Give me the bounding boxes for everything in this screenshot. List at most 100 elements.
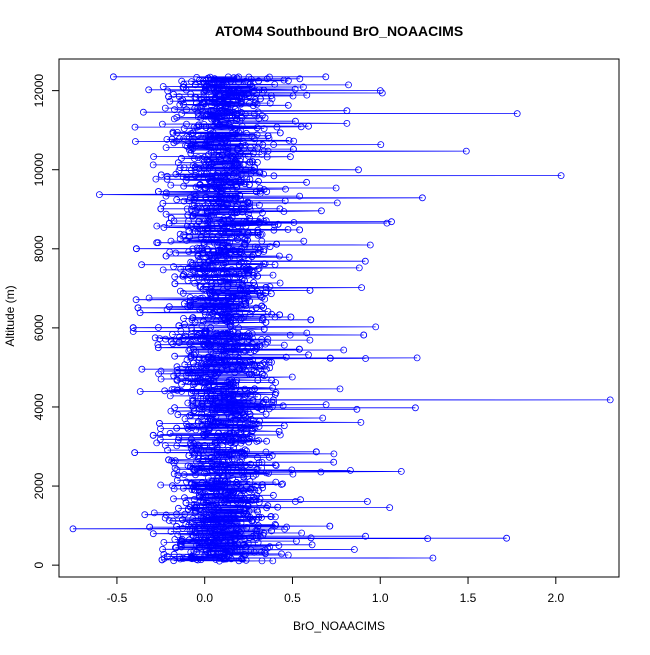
data-point xyxy=(197,376,205,383)
data-point xyxy=(194,113,202,121)
data-point xyxy=(238,280,246,288)
data-point xyxy=(234,87,242,94)
data-point xyxy=(220,260,228,268)
data-point xyxy=(179,334,187,342)
data-point xyxy=(222,515,230,522)
y-tick-label: 0 xyxy=(32,561,46,568)
data-point xyxy=(183,173,191,181)
data-point xyxy=(173,424,181,432)
data-point xyxy=(251,486,259,494)
data-point xyxy=(253,403,261,411)
data-point xyxy=(246,203,254,210)
data-point xyxy=(239,486,247,494)
data-point xyxy=(170,90,177,98)
data-point xyxy=(228,447,235,455)
data-point xyxy=(275,542,283,549)
data-point xyxy=(176,287,184,295)
data-point xyxy=(251,482,259,490)
data-point xyxy=(212,489,220,497)
data-point xyxy=(287,313,295,321)
data-point xyxy=(217,278,225,286)
data-point xyxy=(153,239,161,247)
data-point xyxy=(235,355,243,362)
data-point xyxy=(386,504,394,512)
data-point xyxy=(272,462,280,470)
data-point xyxy=(168,330,176,338)
data-point xyxy=(199,452,207,460)
data-point xyxy=(212,193,220,201)
data-point xyxy=(224,171,232,179)
data-point xyxy=(228,152,236,160)
data-point xyxy=(160,539,168,546)
data-point xyxy=(330,458,338,466)
data-point xyxy=(236,309,243,317)
data-point xyxy=(228,450,236,458)
data-point xyxy=(158,120,166,128)
data-point xyxy=(222,137,230,145)
data-point xyxy=(214,458,221,466)
data-point xyxy=(218,131,226,139)
data-point xyxy=(241,446,249,454)
data-point xyxy=(174,504,182,512)
data-point xyxy=(372,323,380,331)
data-point xyxy=(131,449,139,457)
data-point xyxy=(193,458,200,466)
data-point xyxy=(203,156,211,164)
data-point xyxy=(274,220,282,228)
data-point xyxy=(160,224,168,231)
data-point xyxy=(260,260,268,268)
data-point xyxy=(267,92,275,99)
data-point xyxy=(286,331,294,339)
data-point xyxy=(188,78,195,85)
data-point xyxy=(157,367,165,375)
data-point xyxy=(237,231,245,239)
data-point xyxy=(266,543,274,551)
data-point xyxy=(171,457,179,465)
data-point xyxy=(249,356,257,364)
data-point xyxy=(260,246,268,254)
data-point xyxy=(254,393,262,401)
data-point xyxy=(258,464,266,472)
data-point xyxy=(162,189,170,197)
data-point xyxy=(238,336,246,344)
data-point xyxy=(228,133,236,141)
data-point xyxy=(203,231,211,239)
data-point xyxy=(239,252,247,260)
y-tick-label: 4000 xyxy=(32,393,46,420)
data-point xyxy=(187,365,195,373)
data-point xyxy=(209,353,217,361)
data-point xyxy=(175,338,183,346)
data-point xyxy=(276,431,284,439)
data-point xyxy=(215,429,223,437)
data-point xyxy=(248,82,256,90)
data-point xyxy=(247,497,255,505)
data-point xyxy=(194,537,201,545)
data-point xyxy=(233,547,241,554)
x-tick-label: 1.0 xyxy=(372,591,389,605)
data-point xyxy=(557,172,565,180)
data-point xyxy=(189,397,196,405)
data-point xyxy=(169,517,177,525)
data-point xyxy=(221,169,229,177)
data-point xyxy=(238,227,246,235)
data-point xyxy=(236,492,244,500)
data-point xyxy=(255,201,263,209)
data-point xyxy=(161,514,169,522)
data-point xyxy=(249,149,257,157)
data-point xyxy=(259,314,267,322)
data-point xyxy=(226,485,234,493)
data-point xyxy=(166,97,174,105)
data-point xyxy=(223,164,231,172)
data-point xyxy=(213,370,221,378)
data-point xyxy=(198,421,206,429)
data-point xyxy=(199,266,207,274)
x-tick-label: 0.0 xyxy=(196,591,213,605)
data-point xyxy=(204,375,212,383)
data-point xyxy=(211,132,219,140)
data-point xyxy=(248,253,256,261)
data-point xyxy=(195,330,203,338)
data-point xyxy=(242,302,250,310)
data-point xyxy=(237,448,245,456)
data-point xyxy=(210,239,218,247)
data-point xyxy=(230,220,237,228)
